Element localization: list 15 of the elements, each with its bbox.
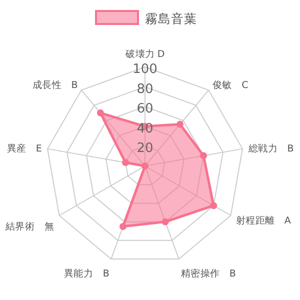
- legend-label: 霧島音葉: [145, 11, 197, 26]
- spoke-label: 射程距離 A: [236, 214, 292, 226]
- spoke-label: 俊敏 C: [212, 79, 249, 92]
- y-tick-label: 40: [136, 121, 154, 136]
- spoke-label: 結界術 無: [4, 220, 54, 232]
- y-tick-label: 60: [136, 102, 154, 117]
- y-tick-label: 100: [132, 62, 158, 77]
- y-tick-label: 80: [136, 82, 154, 97]
- spoke-label: 精密操作 B: [180, 268, 236, 280]
- spoke-label: 総戦力 B: [247, 142, 294, 154]
- spoke-label: 成長性 B: [32, 79, 78, 92]
- spoke-label: 異産 E: [6, 142, 42, 154]
- spoke-label: 破壊力 D: [124, 48, 164, 60]
- y-tick-label: 20: [136, 141, 154, 156]
- spoke-label: 異能力 B: [64, 268, 110, 280]
